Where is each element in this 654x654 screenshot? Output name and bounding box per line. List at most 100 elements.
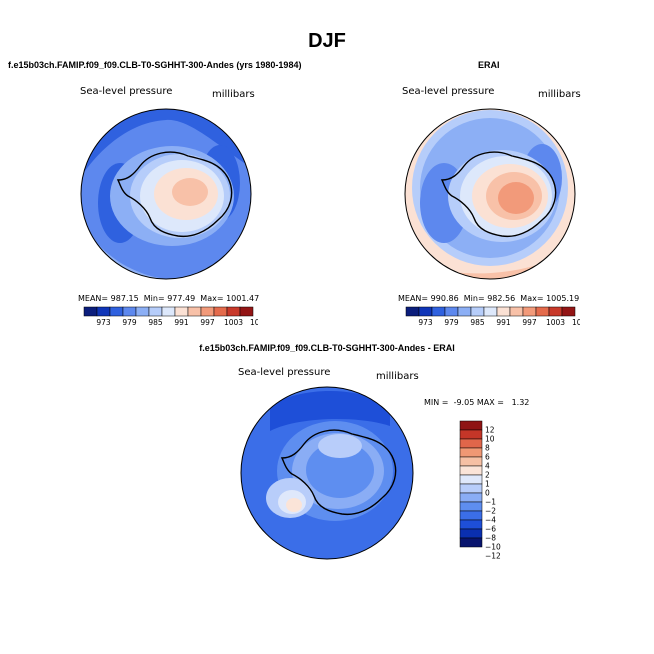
panel2-mean: 990.86 [430, 294, 459, 303]
colorbar-swatch [239, 306, 254, 317]
panel1-stats: MEAN= 987.15 Min= 977.49 Max= 1001.47 [78, 294, 260, 303]
colorbar-tick-label: 997 [200, 318, 215, 327]
colorbar-swatch [418, 306, 433, 317]
colorbar-swatch [213, 306, 228, 317]
colorbar-swatch [459, 528, 483, 539]
colorbar-tick-label: 12 [485, 426, 495, 435]
colorbar-tick-label: 997 [522, 318, 537, 327]
panel2-polar-map [404, 108, 576, 280]
colorbar-tick-label: −6 [485, 525, 496, 534]
colorbar-tick-label: 1009 [250, 318, 258, 327]
panel3-variable-label: Sea-level pressure [238, 367, 331, 378]
colorbar-tick-label: 973 [418, 318, 433, 327]
colorbar-tick-label: 6 [485, 453, 490, 462]
panel3-title: f.e15b03ch.FAMIP.f09_f09.CLB-T0-SGHHT-30… [199, 343, 455, 353]
colorbar-swatch [459, 429, 483, 440]
panel3-field-plateau [306, 442, 374, 498]
panel2-map-border [404, 108, 576, 280]
panel2-title: ERAI [478, 60, 500, 70]
colorbar-tick-label: 1003 [546, 318, 565, 327]
colorbar-tick-label: 10 [485, 435, 495, 444]
colorbar-swatch [122, 306, 137, 317]
colorbar-swatch [459, 420, 483, 431]
panel1-variable-label: Sea-level pressure [80, 86, 173, 97]
panel3-map-border [240, 386, 414, 560]
panel1-coastline [116, 151, 233, 238]
panel3-units-label: millibars [376, 371, 419, 382]
colorbar-swatch [444, 306, 459, 317]
panel2-min: 982.56 [487, 294, 516, 303]
colorbar-tick-label: −12 [485, 552, 501, 561]
colorbar-swatch [459, 519, 483, 530]
colorbar-tick-label: 8 [485, 444, 490, 453]
panel2-field-high-core [498, 182, 534, 214]
colorbar-swatch [561, 306, 576, 317]
colorbar-swatch [459, 483, 483, 494]
colorbar-swatch [522, 306, 537, 317]
panel1-field-high-core [172, 178, 208, 206]
colorbar-swatch [405, 306, 420, 317]
colorbar-swatch [148, 306, 163, 317]
colorbar-swatch [459, 492, 483, 503]
colorbar-swatch [457, 306, 472, 317]
colorbar-swatch [459, 510, 483, 521]
colorbar-tick-label: 979 [444, 318, 459, 327]
panel1-units-label: millibars [212, 89, 255, 100]
panel1-max: 1001.47 [226, 294, 260, 303]
panel2-colorbar: 973979985991997100310091015 [405, 306, 580, 327]
panel3-stats: MIN = -9.05 MAX = 1.32 [424, 398, 530, 407]
colorbar-swatch [161, 306, 176, 317]
colorbar-tick-label: 973 [96, 318, 111, 327]
colorbar-swatch [431, 306, 446, 317]
page-title: DJF [308, 30, 346, 52]
colorbar-tick-label: 1 [485, 480, 490, 489]
panel3-field-coast [318, 434, 362, 458]
colorbar-tick-label: 4 [485, 462, 490, 471]
colorbar-swatch [83, 306, 98, 317]
panel3-polar-map [240, 386, 414, 560]
panel1-field-low-north [81, 109, 251, 178]
colorbar-swatch [496, 306, 511, 317]
colorbar-swatch [459, 537, 483, 548]
colorbar-tick-label: 979 [122, 318, 137, 327]
colorbar-swatch [509, 306, 524, 317]
panel1-map-border [80, 108, 252, 280]
colorbar-swatch [96, 306, 111, 317]
colorbar-swatch [187, 306, 202, 317]
colorbar-swatch [109, 306, 124, 317]
panel1-mean: 987.15 [110, 294, 139, 303]
panel3-field-north [270, 391, 390, 431]
panel2-units-label: millibars [538, 89, 581, 100]
colorbar-tick-label: 2 [485, 471, 490, 480]
panel2-stats: MEAN= 990.86 Min= 982.56 Max= 1005.19 [398, 294, 580, 303]
colorbar-tick-label: −4 [485, 516, 496, 525]
colorbar-swatch [135, 306, 150, 317]
colorbar-swatch [459, 501, 483, 512]
panel1-colorbar: 973979985991997100310091015 [83, 306, 258, 327]
colorbar-tick-label: −2 [485, 507, 496, 516]
panel3-coastline [280, 429, 397, 516]
colorbar-swatch [459, 465, 483, 476]
colorbar-tick-label: −1 [485, 498, 496, 507]
colorbar-tick-label: −10 [485, 543, 501, 552]
colorbar-tick-label: 985 [148, 318, 163, 327]
colorbar-swatch [200, 306, 215, 317]
panel3-max: 1.32 [511, 398, 530, 407]
panel3-min: -9.05 [453, 398, 475, 407]
colorbar-tick-label: 1003 [224, 318, 243, 327]
panel1-title: f.e15b03ch.FAMIP.f09_f09.CLB-T0-SGHHT-30… [8, 60, 302, 70]
colorbar-tick-label: −8 [485, 534, 496, 543]
colorbar-swatch [174, 306, 189, 317]
colorbar-tick-label: 0 [485, 489, 490, 498]
colorbar-tick-label: 991 [496, 318, 511, 327]
colorbar-swatch [535, 306, 550, 317]
colorbar-tick-label: 985 [470, 318, 485, 327]
panel1-polar-map [80, 108, 252, 280]
colorbar-swatch [459, 447, 483, 458]
panel2-coastline [440, 151, 557, 238]
colorbar-swatch [459, 474, 483, 485]
colorbar-swatch [226, 306, 241, 317]
colorbar-swatch [470, 306, 485, 317]
colorbar-tick-label: 991 [174, 318, 189, 327]
